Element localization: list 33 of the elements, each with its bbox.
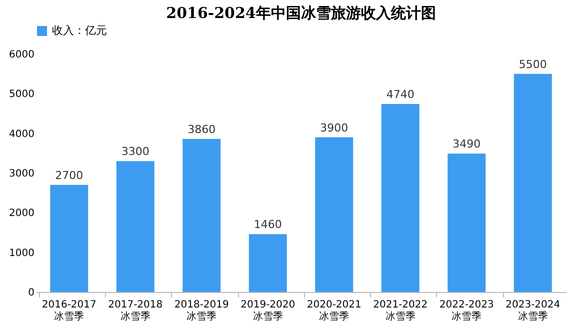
bar — [182, 138, 221, 292]
x-tick-label: 2018-2019 冰雪季 — [174, 300, 229, 322]
bar — [315, 137, 354, 292]
data-label: 5500 — [518, 58, 547, 71]
x-tick-label: 2020-2021 冰雪季 — [306, 300, 362, 322]
x-tick-label: 2019-2020 冰雪季 — [240, 300, 296, 322]
bar — [381, 104, 420, 292]
y-tick-label: 2000 — [9, 208, 34, 220]
data-label: 3300 — [121, 145, 150, 158]
data-label: 4740 — [386, 88, 414, 101]
data-label: 3490 — [452, 138, 481, 151]
data-label: 3900 — [320, 121, 348, 134]
bar — [116, 161, 154, 292]
bar — [514, 74, 552, 292]
y-tick-label: 5000 — [9, 89, 34, 100]
data-label: 2700 — [55, 168, 84, 182]
x-tick-label: 2017-2018 冰雪季 — [108, 300, 163, 322]
data-label: 3860 — [188, 122, 216, 136]
x-tick-label: 2023-2024 冰雪季 — [506, 300, 560, 322]
chart-title: 2016-2024年中国冰雪旅游收入统计图 — [166, 4, 436, 22]
x-tick-label: 2022-2023 冰雪季 — [439, 300, 494, 322]
x-tick-label: 2021-2022 冰雪季 — [373, 300, 428, 322]
bar — [50, 184, 88, 292]
x-tick-label: 2016-2017 冰雪季 — [42, 300, 96, 322]
y-tick-label: 0 — [28, 288, 34, 298]
bar — [248, 234, 287, 292]
data-label: 1460 — [254, 218, 282, 232]
y-tick-label: 4000 — [9, 128, 34, 140]
bar — [448, 154, 486, 292]
y-tick-label: 6000 — [9, 50, 34, 60]
legend-label: 收入：亿元 — [52, 24, 107, 37]
y-tick-label: 1000 — [9, 248, 34, 259]
y-tick-label: 3000 — [9, 168, 34, 180]
